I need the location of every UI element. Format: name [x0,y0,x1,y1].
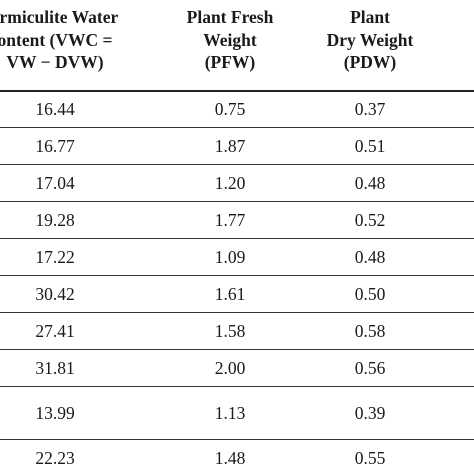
table-row: 22.23 1.48 0.55 [0,440,474,474]
table-row: 27.41 1.58 0.58 [0,313,474,350]
row-divider [0,349,474,350]
pdw-cell: 0.52 [354,210,386,230]
header-vermiculite-water-content: ermiculite Water ontent (VWC = VW − DVW) [0,6,150,74]
pfw-cell: 1.61 [214,284,246,304]
row-divider [0,439,474,440]
row-divider [0,201,474,202]
vwc-cell: 30.42 [35,284,75,304]
header-line: Dry Weight [326,29,414,50]
table-row: 19.28 1.77 0.52 [0,202,474,239]
row-divider [0,386,474,387]
pfw-cell: 0.75 [214,99,246,119]
vwc-cell: 31.81 [35,358,75,378]
pdw-cell: 0.48 [354,247,386,267]
pfw-cell: 1.58 [214,321,246,341]
row-divider [0,275,474,276]
vwc-cell: 17.04 [35,173,75,193]
header-line: ontent (VWC = [0,29,113,50]
header-line: Weight [203,29,257,50]
table-row: 16.77 1.87 0.51 [0,128,474,165]
row-divider [0,127,474,128]
vwc-cell: 16.44 [35,99,75,119]
vwc-cell: 19.28 [35,210,75,230]
pfw-cell: 1.87 [214,136,246,156]
vwc-cell: 17.22 [35,247,75,267]
vwc-cell: 13.99 [35,403,75,423]
pdw-cell: 0.48 [354,173,386,193]
header-line: Plant [350,7,390,27]
pdw-cell: 0.50 [354,284,386,304]
header-line: (PFW) [204,52,256,72]
pdw-cell: 0.56 [354,358,386,378]
pfw-cell: 1.20 [214,173,246,193]
table-row: 13.99 1.13 0.39 [0,387,474,440]
row-divider [0,312,474,313]
header-line: = I [442,51,474,74]
header-line: (PDW) [343,52,397,72]
pdw-cell: 0.51 [354,136,386,156]
vwc-cell: 22.23 [35,448,75,468]
pdw-cell: 0.55 [354,448,386,468]
pfw-cell: 1.13 [214,403,246,423]
pdw-cell: 0.37 [354,99,386,119]
table-row: 17.04 1.20 0.48 [0,165,474,202]
table-row: 30.42 1.61 0.50 [0,276,474,313]
table-row: 16.44 0.75 0.37 [0,91,474,128]
header-partial-fourth-column: I Co = I [442,6,474,74]
header-line: VW − DVW) [6,52,104,72]
pfw-cell: 1.09 [214,247,246,267]
header-plant-fresh-weight: Plant Fresh Weight (PFW) [160,6,300,74]
header-rule [0,90,474,92]
header-line: Plant Fresh [186,7,274,27]
vwc-cell: 16.77 [35,136,75,156]
vwc-cell: 27.41 [35,321,75,341]
pfw-cell: 1.77 [214,210,246,230]
row-divider [0,238,474,239]
header-line: I [442,6,474,29]
pfw-cell: 2.00 [214,358,246,378]
table-row: 31.81 2.00 0.56 [0,350,474,387]
pdw-cell: 0.58 [354,321,386,341]
row-divider [0,164,474,165]
header-line: ermiculite Water [0,7,119,27]
header-plant-dry-weight: Plant Dry Weight (PDW) [300,6,440,74]
pfw-cell: 1.48 [214,448,246,468]
table-row: 17.22 1.09 0.48 [0,239,474,276]
pdw-cell: 0.39 [354,403,386,423]
header-line: Co [442,29,474,52]
